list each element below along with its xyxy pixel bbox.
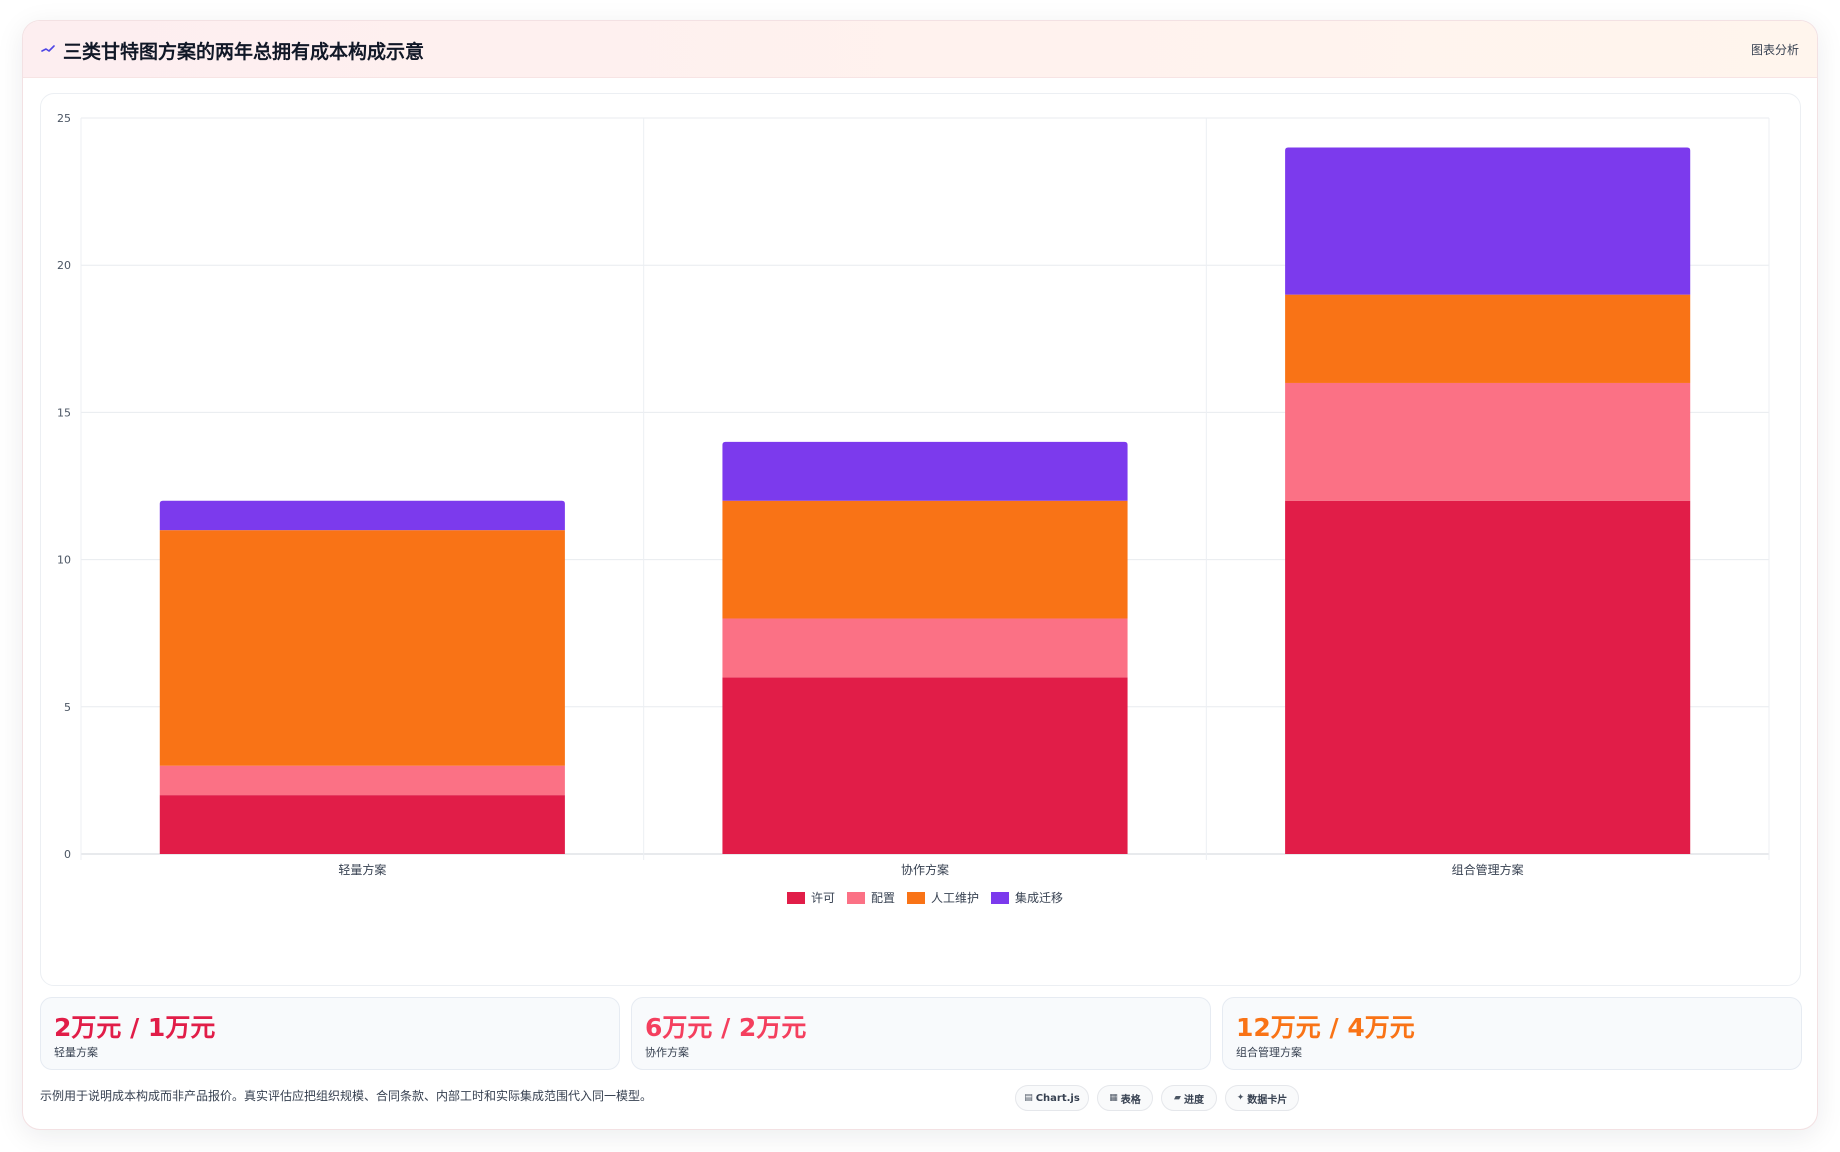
stat-label: 轻量方案 <box>54 1046 98 1059</box>
y-tick-label: 20 <box>57 259 71 272</box>
bar-segment <box>1285 147 1691 295</box>
stat-value: 12万元 / 4万元 <box>1236 1013 1415 1042</box>
y-tick-label: 5 <box>64 701 71 714</box>
y-tick-label: 25 <box>57 112 71 125</box>
y-tick-label: 10 <box>57 554 71 567</box>
stat-card-portfolio: 12万元 / 4万元 组合管理方案 <box>1222 997 1802 1070</box>
trend-line-icon <box>41 45 55 52</box>
bar-segment <box>1285 500 1691 854</box>
bar-segment <box>1285 294 1691 383</box>
x-tick-label: 组合管理方案 <box>1452 862 1524 877</box>
legend-label: 集成迁移 <box>1015 890 1063 905</box>
bar-segment <box>159 795 565 854</box>
bar-segment <box>722 500 1128 619</box>
tag-label: 表格 <box>1120 1094 1141 1106</box>
bar-segment <box>722 441 1128 501</box>
table-icon: ▦ <box>1109 1093 1118 1103</box>
bar-segment <box>722 677 1128 854</box>
stat-card-light: 2万元 / 1万元 轻量方案 <box>40 997 620 1070</box>
tag-table[interactable]: ▦ 表格 <box>1097 1085 1153 1111</box>
bar-segment <box>159 530 565 766</box>
bar-segment <box>159 765 565 796</box>
y-tick-label: 0 <box>64 848 71 861</box>
footnote: 示例用于说明成本构成而非产品报价。真实评估应把组织规模、合同条款、内部工时和实际… <box>40 1089 653 1103</box>
stat-value: 2万元 / 1万元 <box>54 1013 216 1042</box>
tag-chartjs[interactable]: ▤ Chart.js <box>1015 1085 1089 1111</box>
tag-label: Chart.js <box>1035 1092 1080 1104</box>
x-tick-label: 协作方案 <box>901 862 949 877</box>
chart-card: 三类甘特图方案的两年总拥有成本构成示意 图表分析 0 5 10 15 20 25 轻量方案协… <box>22 20 1818 1130</box>
legend-label: 许可 <box>811 891 835 905</box>
tag-progress[interactable]: ▰ 进度 <box>1161 1085 1217 1111</box>
tag-data-cards[interactable]: ✦ 数据卡片 <box>1225 1085 1299 1111</box>
legend-swatch <box>787 892 805 904</box>
stat-value: 6万元 / 2万元 <box>645 1013 807 1042</box>
page-title: 三类甘特图方案的两年总拥有成本构成示意 <box>63 41 425 63</box>
tag-label: 数据卡片 <box>1247 1094 1288 1106</box>
chart-icon: ▤ <box>1024 1093 1033 1103</box>
legend-label: 人工维护 <box>931 891 979 905</box>
chart-analysis-badge[interactable]: 图表分析 <box>1750 43 1799 57</box>
legend-swatch <box>991 892 1009 904</box>
bar-segment <box>159 500 565 531</box>
sparkle-icon: ✦ <box>1236 1093 1245 1103</box>
y-tick-label: 15 <box>57 406 71 419</box>
progress-icon: ▰ <box>1174 1093 1181 1103</box>
legend-label: 配置 <box>871 891 895 905</box>
x-tick-label: 轻量方案 <box>338 862 386 877</box>
stat-label: 协作方案 <box>645 1046 689 1059</box>
tag-label: 进度 <box>1183 1094 1204 1106</box>
bar-segment <box>1285 382 1691 501</box>
chart-panel: 0 5 10 15 20 25 轻量方案 协作方案 组合管理方案许可 配置 人工维护 集成迁移 <box>40 93 1801 986</box>
bar-segment <box>722 618 1128 678</box>
stat-card-collab: 6万元 / 2万元 协作方案 <box>631 997 1211 1070</box>
card-header: 三类甘特图方案的两年总拥有成本构成示意 图表分析 <box>23 21 1817 78</box>
stat-label: 组合管理方案 <box>1236 1046 1302 1059</box>
legend-swatch <box>907 892 925 904</box>
legend-swatch <box>847 892 865 904</box>
